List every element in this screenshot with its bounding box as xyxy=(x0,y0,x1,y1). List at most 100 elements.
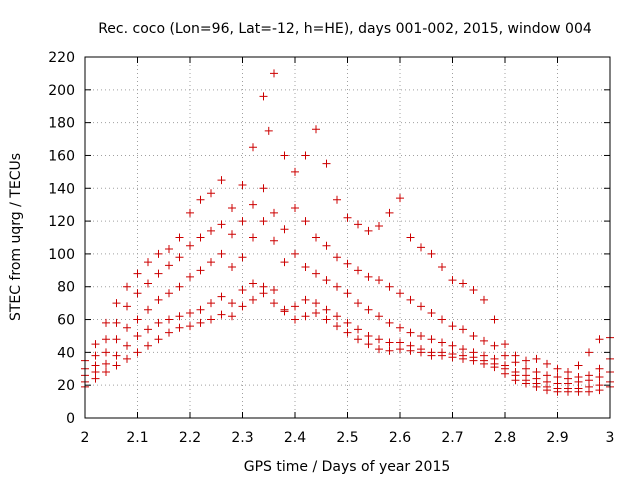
data-point xyxy=(238,217,247,226)
data-point xyxy=(343,318,352,327)
data-point xyxy=(249,233,257,242)
y-tick-label: 20 xyxy=(57,378,75,394)
data-point xyxy=(301,312,310,321)
y-tick-label: 220 xyxy=(48,50,75,66)
data-point xyxy=(364,272,373,281)
data-point xyxy=(312,125,320,134)
data-point xyxy=(165,289,173,298)
data-point xyxy=(217,249,226,258)
y-axis-ticks: 0 20 40 60 80 100 120 140 160 180 200 220 xyxy=(48,50,610,427)
data-point xyxy=(354,299,362,308)
x-tick-label: 2.8 xyxy=(494,430,516,446)
data-point xyxy=(270,299,278,308)
data-point xyxy=(102,335,110,344)
data-point xyxy=(375,222,383,231)
data-point xyxy=(280,307,289,316)
data-point xyxy=(102,348,110,357)
data-point xyxy=(522,379,530,388)
data-point xyxy=(312,269,320,278)
data-point xyxy=(238,253,247,262)
data-point xyxy=(270,236,278,245)
data-point xyxy=(459,325,467,334)
data-point xyxy=(354,220,362,229)
data-point xyxy=(291,302,299,311)
data-point xyxy=(427,249,436,258)
y-tick-label: 140 xyxy=(48,181,75,197)
data-point xyxy=(133,331,142,340)
data-point xyxy=(343,213,352,222)
data-point xyxy=(522,356,530,365)
data-point xyxy=(469,286,478,295)
data-point xyxy=(259,289,268,298)
data-point xyxy=(480,295,488,304)
y-tick-label: 80 xyxy=(57,280,75,296)
data-point xyxy=(333,312,341,321)
data-point xyxy=(406,328,415,337)
data-point xyxy=(217,310,226,319)
data-point xyxy=(196,305,205,314)
data-point xyxy=(291,167,299,176)
y-tick-label: 200 xyxy=(48,83,75,99)
data-point xyxy=(228,299,236,308)
data-point xyxy=(228,312,236,321)
data-point xyxy=(238,286,247,295)
data-point xyxy=(249,143,257,152)
series-bottom-arc xyxy=(81,289,614,396)
data-point xyxy=(144,279,152,288)
data-point xyxy=(385,208,394,217)
data-point xyxy=(322,315,331,324)
data-point xyxy=(543,359,551,368)
data-point xyxy=(238,302,247,311)
data-point xyxy=(385,282,394,291)
grid-lines xyxy=(85,57,610,418)
data-point xyxy=(301,217,310,226)
data-point xyxy=(396,194,404,203)
data-point xyxy=(501,340,509,349)
data-point xyxy=(102,318,110,327)
data-point xyxy=(417,348,425,357)
data-point xyxy=(217,176,226,185)
data-point xyxy=(144,305,152,314)
data-point xyxy=(448,353,457,362)
data-point xyxy=(280,225,289,234)
x-axis-label: GPS time / Days of year 2015 xyxy=(244,459,451,475)
data-point xyxy=(123,341,131,350)
data-point xyxy=(144,325,152,334)
data-point xyxy=(144,341,152,350)
data-point xyxy=(564,387,572,396)
data-point xyxy=(186,272,194,281)
data-point xyxy=(259,217,268,226)
data-point xyxy=(364,331,373,340)
x-tick-label: 2.2 xyxy=(179,430,201,446)
data-point xyxy=(322,159,331,168)
data-point xyxy=(154,318,163,327)
data-point xyxy=(207,258,215,267)
data-point xyxy=(427,308,436,317)
chart-title: Rec. coco (Lon=96, Lat=-12, h=HE), days … xyxy=(98,21,592,37)
data-point xyxy=(406,233,415,242)
data-point xyxy=(112,299,121,308)
data-point xyxy=(228,203,236,212)
data-point xyxy=(112,318,121,327)
data-point xyxy=(448,276,457,285)
data-point xyxy=(154,295,163,304)
data-point xyxy=(574,387,583,396)
data-point xyxy=(217,292,226,301)
data-point xyxy=(333,195,341,204)
data-point xyxy=(301,295,310,304)
data-point xyxy=(123,282,131,291)
data-point xyxy=(133,348,142,357)
data-point xyxy=(448,322,457,331)
data-point xyxy=(427,351,436,360)
data-point xyxy=(469,331,478,340)
x-tick-label: 2 xyxy=(81,430,90,446)
data-point xyxy=(154,269,163,278)
data-point xyxy=(249,200,257,209)
data-point xyxy=(133,289,142,298)
y-tick-label: 180 xyxy=(48,116,75,132)
data-point xyxy=(490,341,499,350)
data-point xyxy=(291,315,299,324)
x-tick-label: 2.3 xyxy=(231,430,253,446)
data-point xyxy=(501,351,509,360)
y-tick-label: 100 xyxy=(48,247,75,263)
